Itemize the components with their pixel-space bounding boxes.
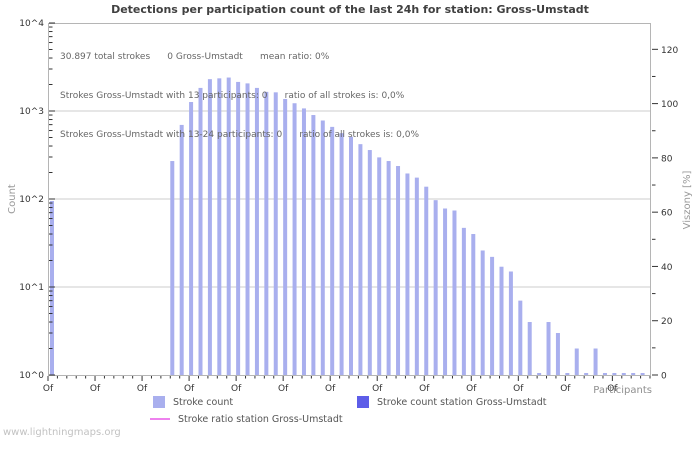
x-tick-label: Of xyxy=(43,384,54,394)
bar xyxy=(386,161,391,375)
bar xyxy=(414,177,419,375)
right-tick-label: 40 xyxy=(661,263,673,273)
right-tick-label: 120 xyxy=(661,46,678,56)
bar xyxy=(499,266,504,375)
stats-line-13: Strokes Gross-Umstadt with 13 participan… xyxy=(60,91,405,101)
bar xyxy=(273,92,278,376)
right-tick-label: 60 xyxy=(661,209,673,219)
bar xyxy=(574,348,579,375)
bar xyxy=(621,373,626,375)
left-tick-label: 10^2 xyxy=(19,195,44,205)
bar xyxy=(198,87,203,376)
x-tick-label: Of xyxy=(513,384,524,394)
bar xyxy=(283,98,288,375)
bar xyxy=(518,300,523,375)
stats-line-total: 30.897 total strokes 0 Gross-Umstadt mea… xyxy=(60,52,330,62)
left-tick-label: 10^4 xyxy=(19,19,44,29)
x-tick-label: Of xyxy=(607,384,618,394)
legend-label: Stroke count xyxy=(173,396,234,408)
bar xyxy=(461,227,466,375)
bar xyxy=(405,173,410,375)
plot-border xyxy=(48,23,651,376)
bar xyxy=(490,256,495,375)
bar xyxy=(424,186,429,375)
bar xyxy=(396,166,401,375)
legend-item-stroke-count-station: Stroke count station Gross-Umstadt xyxy=(357,395,546,409)
bar xyxy=(602,373,607,375)
bar xyxy=(330,126,335,376)
left-tick-label: 10^0 xyxy=(19,371,44,381)
legend-label: Stroke ratio station Gross-Umstadt xyxy=(178,413,343,425)
bar xyxy=(527,322,532,375)
bar xyxy=(226,77,231,375)
bar xyxy=(565,373,570,375)
bar xyxy=(236,81,241,376)
bar xyxy=(443,208,448,375)
x-tick-label: Of xyxy=(184,384,195,394)
bar xyxy=(320,120,325,376)
x-tick-label: Of xyxy=(137,384,148,394)
bar xyxy=(311,115,316,375)
bar xyxy=(50,200,54,375)
bar xyxy=(207,79,212,375)
x-axis-title: Participants xyxy=(593,385,652,396)
right-tick-label: 0 xyxy=(661,372,667,382)
bar xyxy=(546,322,551,375)
bar xyxy=(254,87,259,376)
left-tick-label: 10^3 xyxy=(19,107,44,117)
bar xyxy=(377,157,382,375)
bar xyxy=(189,102,194,375)
x-tick-label: Of xyxy=(419,384,430,394)
bar xyxy=(471,234,476,375)
bar xyxy=(292,103,297,376)
left-axis-title: Count xyxy=(7,184,18,214)
x-tick-label: Of xyxy=(90,384,101,394)
bar xyxy=(179,124,184,375)
x-tick-label: Of xyxy=(278,384,289,394)
bar xyxy=(640,373,645,375)
bar xyxy=(217,78,222,375)
x-tick-label: Of xyxy=(372,384,383,394)
bar xyxy=(367,150,372,375)
bar xyxy=(433,200,438,375)
left-tick-label: 10^1 xyxy=(19,283,44,293)
legend-item-stroke-count: Stroke count xyxy=(153,395,233,409)
right-tick-label: 20 xyxy=(661,317,673,327)
stats-annotations: 30.897 total strokes 0 Gross-Umstadt mea… xyxy=(60,25,419,168)
bar xyxy=(264,91,269,375)
x-tick-label: Of xyxy=(466,384,477,394)
legend-label: Stroke count station Gross-Umstadt xyxy=(377,396,547,408)
bar xyxy=(339,133,344,375)
bar xyxy=(537,373,542,375)
stroke-count-swatch xyxy=(153,396,165,408)
bar xyxy=(358,144,363,375)
x-tick-label: Of xyxy=(560,384,571,394)
x-tick-label: Of xyxy=(231,384,242,394)
bar xyxy=(301,108,306,375)
chart-title: Detections per participation count of th… xyxy=(111,3,589,16)
bar xyxy=(555,333,560,375)
bar xyxy=(508,271,513,375)
legend-item-stroke-ratio-station: Stroke ratio station Gross-Umstadt xyxy=(150,412,343,426)
x-tick-label: Of xyxy=(325,384,336,394)
bar xyxy=(349,136,353,375)
right-axis-title: Viszony [%] xyxy=(682,170,693,230)
bar xyxy=(584,373,589,375)
bar xyxy=(480,250,485,375)
bar xyxy=(452,210,457,375)
bar xyxy=(631,373,636,375)
stroke-count-station-swatch xyxy=(357,396,369,408)
bar xyxy=(612,373,617,375)
watermark: www.lightningmaps.org xyxy=(3,427,121,438)
bar xyxy=(593,348,598,375)
stroke-ratio-line-swatch xyxy=(150,418,170,420)
stats-line-13-24: Strokes Gross-Umstadt with 13-24 partici… xyxy=(60,130,420,140)
bar xyxy=(170,161,175,375)
right-tick-label: 100 xyxy=(661,100,678,110)
right-tick-label: 80 xyxy=(661,154,673,164)
bar xyxy=(245,83,250,375)
